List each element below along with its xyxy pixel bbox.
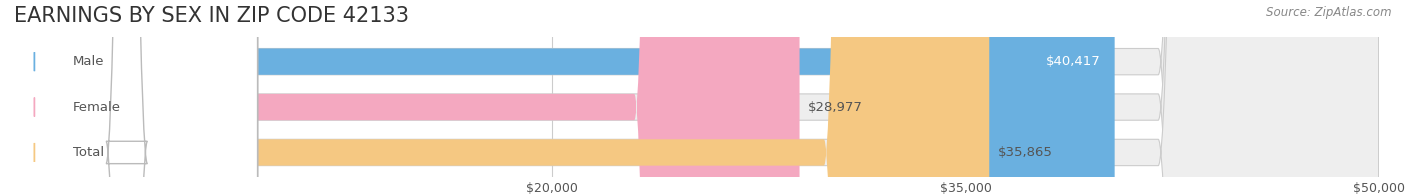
Text: $40,417: $40,417 <box>1046 55 1101 68</box>
FancyBboxPatch shape <box>0 0 257 196</box>
Text: EARNINGS BY SEX IN ZIP CODE 42133: EARNINGS BY SEX IN ZIP CODE 42133 <box>14 6 409 26</box>
FancyBboxPatch shape <box>1 0 990 196</box>
FancyBboxPatch shape <box>0 0 257 196</box>
Text: Female: Female <box>73 101 121 113</box>
FancyBboxPatch shape <box>1 0 1115 196</box>
FancyBboxPatch shape <box>0 0 257 196</box>
Text: $28,977: $28,977 <box>808 101 863 113</box>
Text: Total: Total <box>73 146 104 159</box>
Text: Source: ZipAtlas.com: Source: ZipAtlas.com <box>1267 6 1392 19</box>
Text: $35,865: $35,865 <box>997 146 1053 159</box>
Text: Male: Male <box>73 55 104 68</box>
FancyBboxPatch shape <box>1 0 800 196</box>
